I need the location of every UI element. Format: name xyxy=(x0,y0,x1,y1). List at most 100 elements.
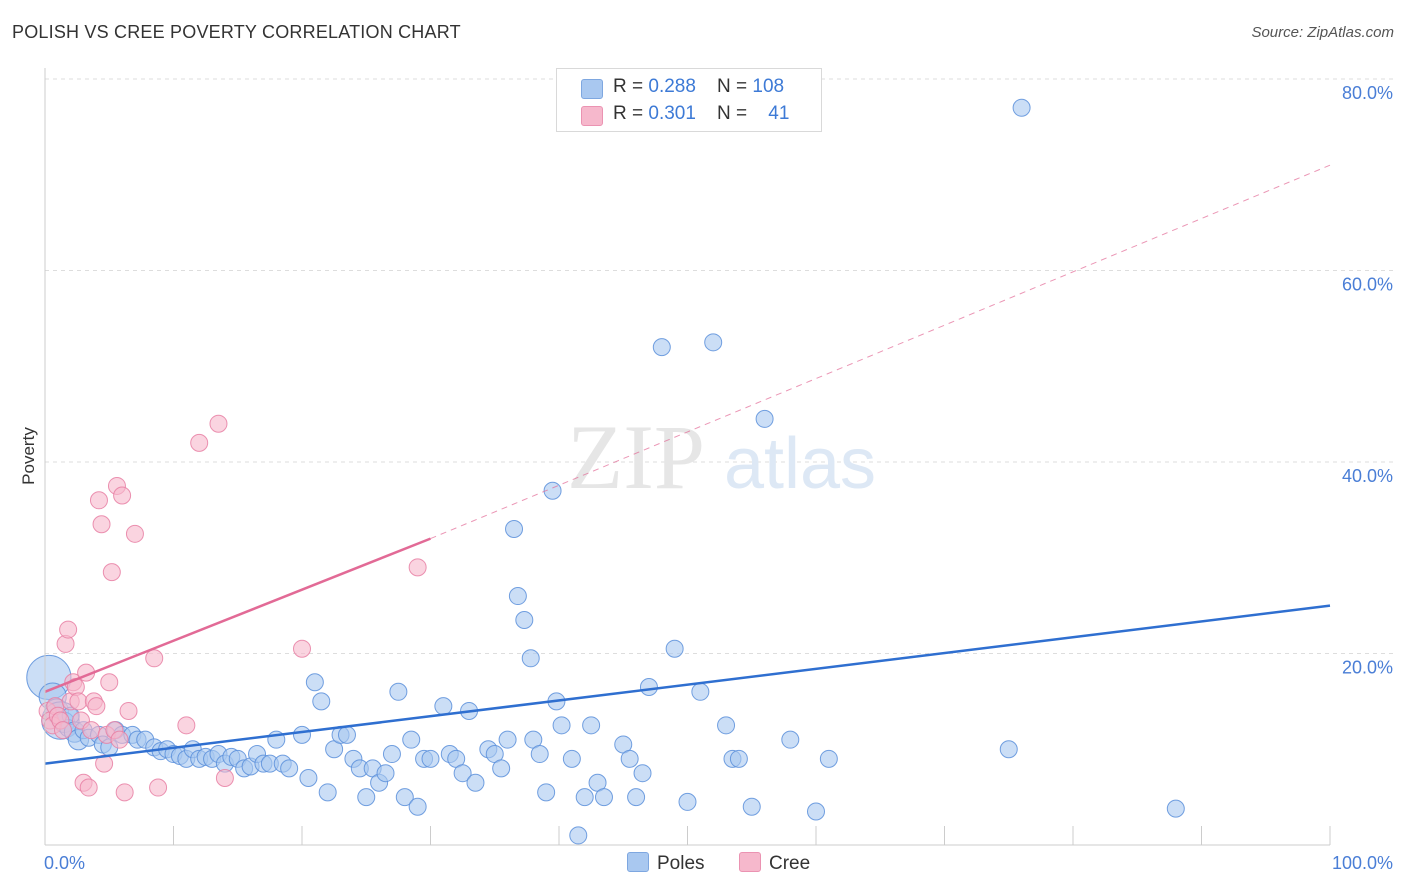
watermark-zip: ZIP xyxy=(567,406,705,508)
legend-n-value: 41 xyxy=(768,103,790,124)
cree-point xyxy=(115,783,134,802)
poles-point xyxy=(280,759,299,778)
poles-point xyxy=(755,409,774,428)
poles-point xyxy=(521,649,540,668)
poles-point xyxy=(729,749,748,768)
cree-point xyxy=(209,414,228,433)
poles-point xyxy=(498,730,517,749)
cree-point xyxy=(92,515,111,534)
poles-point xyxy=(382,745,401,764)
poles-point xyxy=(639,678,658,697)
poles-point xyxy=(999,740,1018,759)
legend-r-label: R = xyxy=(613,103,649,124)
poles-point xyxy=(1166,799,1185,818)
legend-r-label: R = xyxy=(613,76,649,97)
cree-point xyxy=(119,701,138,720)
cree-point xyxy=(408,558,427,577)
poles-point xyxy=(305,673,324,692)
poles-point xyxy=(508,587,527,606)
poles-point xyxy=(781,730,800,749)
poles-point xyxy=(582,716,601,735)
cree-point xyxy=(102,563,121,582)
cree-point xyxy=(177,716,196,735)
legend-item-cree: Cree xyxy=(739,852,810,875)
poles-point xyxy=(562,749,581,768)
legend-swatch-poles xyxy=(581,79,603,99)
poles-point xyxy=(299,768,318,787)
poles-point xyxy=(402,730,421,749)
legend-swatch-cree xyxy=(581,106,603,126)
gridlines xyxy=(45,78,1394,654)
y-axis-label: Poverty xyxy=(19,427,38,485)
cree-point xyxy=(100,673,119,692)
poles-point xyxy=(717,716,736,735)
cree-point xyxy=(79,778,98,797)
poles-point xyxy=(569,826,588,845)
poles-point xyxy=(552,716,571,735)
cree-point xyxy=(190,433,209,452)
y-tick-label: 40.0% xyxy=(1342,466,1393,486)
poles-point xyxy=(594,788,613,807)
source-label: Source: ZipAtlas.com xyxy=(1251,24,1394,41)
poles-point xyxy=(575,788,594,807)
watermark-atlas: atlas xyxy=(724,424,876,504)
x-tick-label: 0.0% xyxy=(44,853,85,873)
y-tick-label: 80.0% xyxy=(1342,83,1393,103)
poles-point xyxy=(1012,98,1031,117)
poles-point xyxy=(466,773,485,792)
legend-swatch-cree xyxy=(739,852,761,872)
poles-point xyxy=(627,788,646,807)
legend-r-value: 0.288 xyxy=(648,76,696,97)
legend-n-label: N = xyxy=(717,76,753,97)
cree-point xyxy=(215,768,234,787)
cree-point xyxy=(87,697,106,716)
trend-lines xyxy=(44,164,1331,765)
poles-point xyxy=(678,792,697,811)
legend-item-poles: Poles xyxy=(627,852,705,875)
poles-point xyxy=(376,764,395,783)
legend-label-poles: Poles xyxy=(657,853,705,874)
correlation-legend: R = 0.288 N = 108 R = 0.301 N = 41 xyxy=(556,68,822,132)
cree-point xyxy=(149,778,168,797)
poles-point xyxy=(434,697,453,716)
cree-point xyxy=(82,721,101,740)
poles-point xyxy=(312,692,331,711)
cree-point xyxy=(110,730,129,749)
cree-point xyxy=(53,721,72,740)
cree-point xyxy=(59,620,78,639)
poles-point xyxy=(620,749,639,768)
cree-trend-extension xyxy=(430,164,1331,540)
poles-point xyxy=(652,338,671,357)
poles-point xyxy=(819,749,838,768)
poles-point xyxy=(537,783,556,802)
legend-n-value: 108 xyxy=(752,76,785,97)
y-tick-label: 60.0% xyxy=(1342,275,1393,295)
cree-point xyxy=(145,649,164,668)
poles-point xyxy=(633,764,652,783)
poles-point xyxy=(395,788,414,807)
poles-point xyxy=(357,788,376,807)
poles-point xyxy=(704,333,723,352)
axes: 20.0% 40.0% 60.0% 80.0% 0.0% 100.0% xyxy=(44,68,1393,873)
data-points xyxy=(26,98,1185,845)
cree-point xyxy=(293,639,311,658)
cree-point xyxy=(69,692,88,711)
poles-point xyxy=(337,725,356,744)
y-tick-label: 20.0% xyxy=(1342,658,1393,678)
poles-point xyxy=(530,745,549,764)
poles-point xyxy=(515,610,534,629)
cree-trend-line xyxy=(44,537,431,693)
poles-point xyxy=(691,682,710,701)
poles-point xyxy=(505,520,524,539)
poles-point xyxy=(742,797,761,816)
legend-swatch-poles xyxy=(627,852,649,872)
poles-point xyxy=(293,725,311,744)
cree-point xyxy=(113,486,132,505)
cree-point xyxy=(89,491,108,510)
poles-point xyxy=(318,783,337,802)
poles-point xyxy=(807,802,825,821)
legend-label-cree: Cree xyxy=(769,853,811,874)
legend-r-value: 0.301 xyxy=(648,103,696,124)
chart-title: POLISH VS CREE POVERTY CORRELATION CHART xyxy=(12,22,461,42)
